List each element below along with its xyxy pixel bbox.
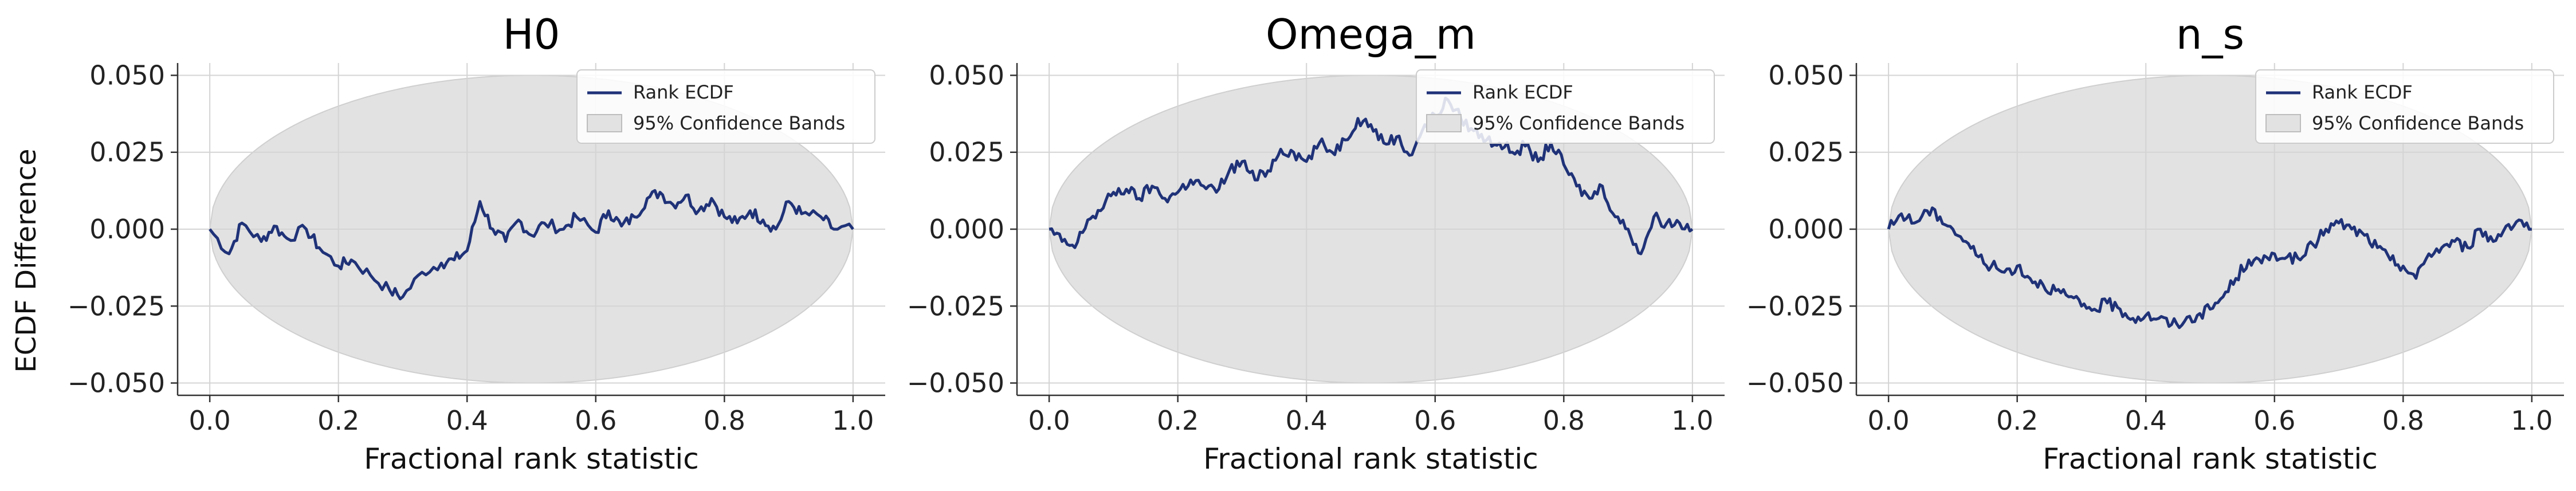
legend-label-confidence-bands: 95% Confidence Bands (1472, 112, 1684, 134)
legend-label-rank-ecdf: Rank ECDF (2312, 81, 2413, 103)
y-axis-label: ECDF Difference (10, 148, 42, 372)
x-tick-label: 0.0 (189, 405, 231, 436)
x-tick-label: 0.6 (1414, 405, 1456, 436)
x-tick-label: 0.0 (1028, 405, 1070, 436)
legend-label-confidence-bands: 95% Confidence Bands (2312, 112, 2524, 134)
chart-title: H0 (503, 10, 560, 58)
x-tick-label: 0.2 (1996, 405, 2038, 436)
y-tick-label: 0.050 (1768, 60, 1844, 91)
x-tick-label: 0.8 (704, 405, 745, 436)
x-tick-label: 0.6 (2253, 405, 2295, 436)
x-axis-label: Fractional rank statistic (1203, 442, 1538, 476)
x-tick-label: 1.0 (2511, 405, 2553, 436)
chart-title: Omega_m (1266, 10, 1476, 58)
series-line-rank-ecdf (1887, 206, 2532, 329)
y-tick-label: 0.025 (89, 137, 165, 168)
legend-box (1416, 69, 1715, 144)
chart-panel: 0.050 0.025 0.000 −0.025 −0.050 0.0 0.2 0.4 0.6 0… (68, 10, 885, 476)
legend-band-swatch (587, 114, 622, 132)
y-tick-label: −0.050 (907, 368, 1004, 399)
y-tick-label: 0.050 (929, 60, 1004, 91)
y-tick-label: 0.000 (929, 214, 1004, 245)
legend-box (576, 69, 875, 144)
x-axis-label: Fractional rank statistic (364, 442, 699, 476)
x-tick-label: 1.0 (832, 405, 874, 436)
legend-label-rank-ecdf: Rank ECDF (1472, 81, 1573, 103)
y-tick-label: −0.025 (1746, 290, 1844, 321)
x-tick-label: 0.2 (1157, 405, 1199, 436)
y-tick-label: 0.000 (89, 214, 165, 245)
legend-band-swatch (1426, 114, 1462, 132)
legend-label-rank-ecdf: Rank ECDF (633, 81, 734, 103)
chart-panel: 0.050 0.025 0.000 −0.025 −0.050 0.0 0.2 0.4 0.6 0… (1746, 10, 2564, 476)
y-tick-label: −0.050 (1746, 368, 1844, 399)
y-tick-label: 0.000 (1768, 214, 1844, 245)
y-tick-label: −0.025 (68, 290, 165, 321)
y-tick-label: −0.025 (907, 290, 1004, 321)
y-tick-label: 0.050 (89, 60, 165, 91)
y-tick-label: 0.025 (929, 137, 1004, 168)
x-tick-label: 0.0 (1868, 405, 1910, 436)
x-tick-label: 1.0 (1671, 405, 1713, 436)
series-line-rank-ecdf (209, 189, 854, 301)
x-tick-label: 0.2 (317, 405, 359, 436)
series-line-rank-ecdf (1049, 96, 1694, 256)
chart-title: n_s (2176, 10, 2244, 58)
legend-label-confidence-bands: 95% Confidence Bands (633, 112, 845, 134)
chart-panel: 0.050 0.025 0.000 −0.025 −0.050 0.0 0.2 0.4 0.6 0… (907, 10, 1725, 476)
y-tick-label: −0.050 (68, 368, 165, 399)
x-tick-label: 0.4 (2125, 405, 2167, 436)
x-tick-label: 0.4 (1286, 405, 1328, 436)
y-tick-label: 0.025 (1768, 137, 1844, 168)
x-tick-label: 0.4 (446, 405, 488, 436)
x-tick-label: 0.8 (2382, 405, 2424, 436)
legend-box (2255, 69, 2554, 144)
x-tick-label: 0.8 (1543, 405, 1585, 436)
x-tick-label: 0.6 (575, 405, 616, 436)
legend-band-swatch (2265, 114, 2301, 132)
x-axis-label: Fractional rank statistic (2043, 442, 2378, 476)
